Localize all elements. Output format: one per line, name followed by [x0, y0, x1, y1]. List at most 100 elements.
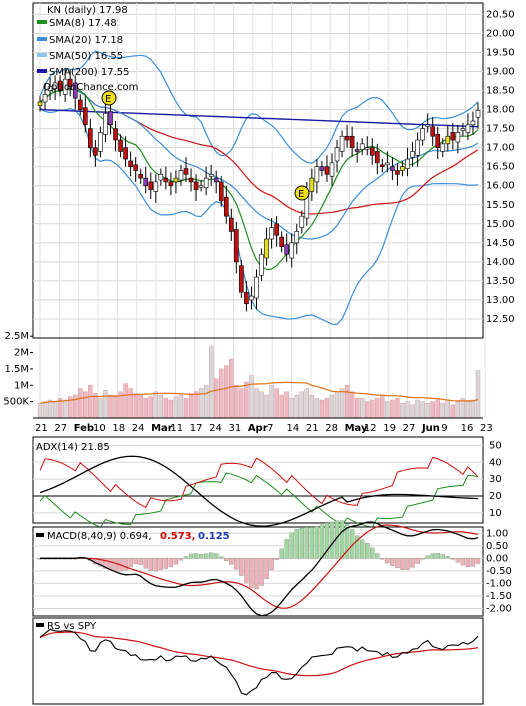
- candle: [244, 292, 249, 305]
- rs-legend: RS vs SPY: [36, 621, 97, 632]
- legend: KN (daily) 17.98 SMA(8) 17.48 SMA(20) 17…: [37, 5, 138, 93]
- candle: [294, 231, 300, 244]
- volume-bar: [219, 368, 224, 419]
- y-tick-label: 19.00: [486, 67, 515, 78]
- volume-bar: [400, 403, 405, 419]
- volume-bar: [455, 401, 461, 419]
- y-tick-label: -1.00: [486, 578, 512, 589]
- candle: [218, 181, 224, 202]
- macd-histogram-bar: [234, 558, 239, 570]
- candle: [380, 164, 385, 167]
- candle: [395, 170, 400, 175]
- macd-legend: MACD(8,40,9) 0.694, 0.573, 0.125: [36, 531, 230, 542]
- macd-hist-value: 0.125: [198, 531, 230, 542]
- volume-bar: [390, 399, 395, 419]
- volume-bar: [188, 393, 194, 419]
- macd-histogram-bar: [203, 553, 209, 559]
- macd-histogram-bar: [103, 558, 108, 569]
- y-tick-label: 10: [489, 508, 502, 519]
- candle: [188, 177, 194, 183]
- legend-swatch-sma200: [37, 69, 47, 73]
- macd-histogram-bar: [244, 558, 249, 583]
- volume-bar: [269, 385, 274, 419]
- x-tick-label: 11: [170, 423, 183, 434]
- x-tick-label: 17: [190, 423, 203, 434]
- macd-histogram-bar: [465, 558, 471, 568]
- candle: [329, 162, 335, 177]
- candle: [72, 82, 78, 99]
- y-tick-label: 17.00: [486, 143, 515, 154]
- candle: [168, 181, 174, 187]
- candle: [334, 147, 340, 162]
- volume-bar: [360, 398, 365, 419]
- volume-bar: [83, 391, 88, 419]
- volume-bar: [244, 381, 249, 419]
- volume-bar: [410, 404, 415, 419]
- volume-bar: [47, 399, 53, 419]
- earnings-marker: E: [294, 185, 310, 201]
- x-tick-label: 31: [228, 423, 241, 434]
- price-panel: 20.50 20.00 19.50 19.00 18.50 18.00 17.50 17.00…: [32, 2, 515, 418]
- candle: [359, 143, 365, 150]
- candle: [284, 244, 289, 255]
- candle: [108, 111, 113, 126]
- volume-bar: [465, 401, 471, 419]
- candle: [430, 126, 435, 137]
- x-tick-label: 10: [93, 423, 106, 434]
- candle: [309, 177, 315, 192]
- candle: [77, 99, 83, 110]
- macd-histogram-bar: [264, 558, 269, 579]
- macd-histogram-bar: [445, 556, 450, 559]
- rs-line: [39, 628, 479, 696]
- candle: [234, 229, 239, 263]
- candle: [183, 168, 189, 175]
- candle: [52, 82, 58, 89]
- y-tick-label: 1.00: [486, 528, 508, 539]
- volume-bar: [42, 401, 48, 419]
- y-tick-label: 15.00: [486, 219, 515, 230]
- macd-histogram-bar: [168, 558, 174, 568]
- volume-tick-label: 1.5M: [4, 364, 29, 375]
- candle: [274, 223, 279, 236]
- candle: [344, 135, 350, 141]
- macd-histogram-bar: [193, 553, 199, 559]
- macd-histogram-bar: [455, 558, 461, 563]
- volume-bar: [375, 398, 380, 419]
- candle: [354, 149, 360, 152]
- volume-bar: [173, 396, 179, 419]
- macd-histogram-bar: [259, 558, 264, 586]
- candle: [208, 174, 214, 177]
- macd-histogram-bar: [385, 558, 390, 564]
- volume-bar: [415, 399, 420, 419]
- volume-bar: [193, 391, 199, 419]
- macd-histogram-bar: [390, 558, 395, 566]
- y-tick-label: 0.00: [486, 553, 508, 564]
- candle: [470, 120, 476, 126]
- candle: [57, 80, 63, 91]
- candle: [324, 166, 330, 175]
- candle: [143, 177, 149, 187]
- macd-histogram-bar: [254, 558, 259, 590]
- rs-label: RS vs SPY: [47, 621, 97, 632]
- volume-bar: [284, 391, 289, 419]
- candle: [173, 177, 179, 183]
- macd-histogram-bar: [198, 554, 204, 559]
- macd-histogram-bar: [365, 543, 370, 559]
- macd-histogram-bar: [344, 523, 350, 559]
- volume-bar: [123, 383, 128, 419]
- x-tick-label: 24: [132, 423, 145, 434]
- y-tick-label: 40: [489, 457, 502, 468]
- macd-line: [40, 521, 479, 617]
- sma20-line: [39, 88, 479, 240]
- volume-bar: [365, 401, 370, 419]
- candle: [163, 177, 169, 183]
- candle: [37, 101, 43, 107]
- y-tick-label: 18.00: [486, 105, 515, 116]
- volume-bar: [203, 385, 209, 419]
- adx-plus-di-line: [39, 472, 479, 529]
- candle: [420, 128, 425, 141]
- candle: [455, 132, 461, 143]
- candle: [42, 94, 48, 103]
- y-tick-label: 0.50: [486, 541, 508, 552]
- volume-bar: [319, 399, 325, 419]
